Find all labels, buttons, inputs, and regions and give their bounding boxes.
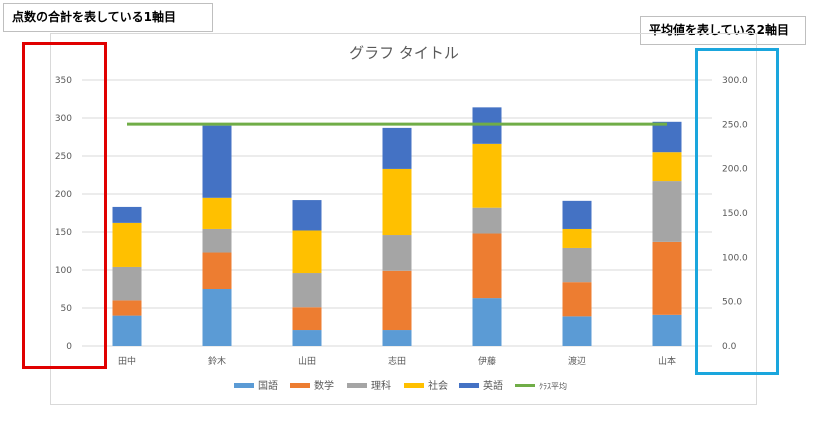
bar-segment-国語 [382, 330, 412, 346]
x-tick-label: 山本 [658, 355, 676, 367]
chart-title: グラフ タイトル [349, 44, 459, 62]
bar-segment-数学 [292, 307, 322, 331]
bar-segment-国語 [112, 315, 142, 346]
bar-segment-英語 [562, 200, 592, 229]
legend-label: 数学 [314, 379, 334, 392]
bar-segment-数学 [202, 252, 232, 289]
y2-tick-label: 200.0 [722, 165, 748, 175]
right-axis-highlight [695, 48, 779, 375]
bar-segment-社会 [652, 152, 682, 182]
bar-segment-数学 [652, 241, 682, 315]
bar-segment-英語 [652, 121, 682, 153]
y2-tick-label: 0.0 [722, 342, 737, 352]
bar-segment-数学 [562, 282, 592, 317]
legend-swatch [234, 383, 254, 388]
bar-segment-数学 [382, 270, 412, 331]
legend-label: 国語 [258, 379, 278, 392]
bar-segment-理科 [472, 207, 502, 234]
y2-tick-label: 300.0 [722, 76, 748, 86]
legend-label: 社会 [428, 379, 448, 392]
legend-label: ｸﾗｽ平均 [539, 381, 567, 391]
bar-segment-英語 [202, 125, 232, 198]
bar-segment-社会 [292, 230, 322, 274]
bar-segment-社会 [562, 228, 592, 248]
bar-segment-英語 [112, 206, 142, 223]
x-tick-label: 鈴木 [208, 355, 226, 367]
bar-segment-社会 [202, 197, 232, 229]
x-tick-label: 渡辺 [568, 355, 586, 367]
bar-segment-数学 [472, 233, 502, 299]
x-tick-label: 山田 [298, 356, 316, 367]
bar-segment-社会 [112, 222, 142, 267]
bar-segment-国語 [292, 330, 322, 346]
y-tick-label: 250 [55, 152, 72, 162]
y-tick-label: 100 [55, 266, 72, 276]
y-tick-label: 150 [55, 228, 72, 238]
bar-segment-理科 [562, 247, 592, 283]
bar-segment-理科 [112, 266, 142, 301]
bar-segment-理科 [292, 273, 322, 308]
y2-tick-label: 250.0 [722, 120, 748, 130]
y-tick-label: 300 [55, 114, 72, 124]
bar-segment-数学 [112, 300, 142, 316]
legend-label: 英語 [483, 379, 503, 392]
bar-segment-英語 [292, 200, 322, 231]
y-tick-label: 50 [61, 304, 73, 314]
y2-tick-label: 100.0 [722, 253, 748, 263]
bar-segment-社会 [472, 143, 502, 208]
bar-segment-社会 [382, 168, 412, 236]
bar-segment-理科 [202, 228, 232, 253]
legend-swatch [459, 383, 479, 388]
bar-segment-理科 [382, 235, 412, 271]
legend-swatch [347, 383, 367, 388]
y2-tick-label: 150.0 [722, 209, 748, 219]
left-axis-highlight [22, 42, 107, 369]
bar-segment-英語 [382, 127, 412, 169]
bar-segment-国語 [472, 298, 502, 346]
legend-swatch [404, 383, 424, 388]
left-axis-note: 点数の合計を表している1軸目 [3, 3, 213, 32]
x-tick-label: 志田 [388, 355, 406, 367]
bar-segment-英語 [472, 107, 502, 144]
y2-tick-label: 50.0 [722, 298, 742, 308]
y-tick-label: 200 [55, 190, 72, 200]
x-tick-label: 伊藤 [478, 355, 496, 367]
legend-swatch [290, 383, 310, 388]
x-tick-label: 田中 [118, 355, 136, 367]
bar-segment-国語 [202, 289, 232, 346]
bar-segment-国語 [562, 316, 592, 346]
legend-label: 理科 [371, 379, 391, 392]
chart-area[interactable] [50, 33, 757, 405]
bar-segment-理科 [652, 181, 682, 242]
y-tick-label: 0 [66, 342, 72, 352]
y-tick-label: 350 [55, 76, 72, 86]
bar-segment-国語 [652, 314, 682, 346]
